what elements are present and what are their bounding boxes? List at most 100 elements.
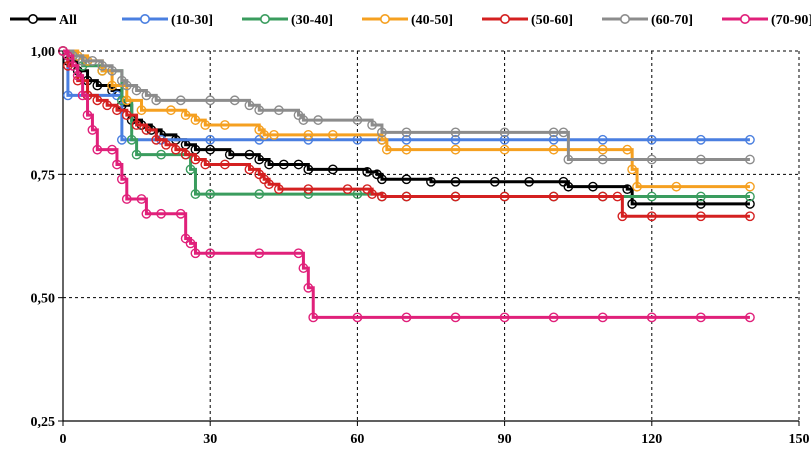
data-point	[156, 208, 167, 219]
data-point	[745, 312, 755, 323]
x-tick-label: 0	[60, 432, 67, 447]
data-point	[401, 312, 412, 323]
data-point	[87, 125, 98, 135]
data-point	[745, 154, 755, 165]
legend-item: (60-70]	[602, 13, 693, 28]
data-point	[377, 134, 387, 145]
data-point	[597, 191, 608, 202]
series-6	[58, 46, 755, 323]
data-point	[303, 282, 314, 293]
data-point	[67, 60, 78, 71]
data-point	[308, 312, 319, 323]
y-tick-label: 0,50	[31, 292, 56, 307]
data-point	[254, 154, 265, 165]
legend-swatch-marker	[140, 14, 151, 24]
data-point	[617, 211, 628, 222]
data-point	[548, 134, 559, 145]
data-point	[205, 134, 216, 145]
data-point	[244, 149, 255, 160]
x-tick-label: 150	[789, 432, 810, 447]
data-point	[131, 120, 142, 130]
data-point	[63, 90, 73, 101]
data-point	[588, 181, 598, 192]
data-point	[695, 191, 706, 202]
data-point	[220, 159, 230, 170]
series-line	[63, 49, 750, 162]
data-point	[548, 312, 559, 323]
data-point	[151, 95, 162, 106]
series-line	[63, 49, 750, 206]
data-point	[254, 189, 265, 199]
data-point	[548, 127, 559, 138]
data-point	[377, 191, 387, 202]
data-point	[450, 144, 461, 155]
data-point	[612, 191, 623, 202]
data-point	[254, 105, 265, 116]
data-point	[131, 85, 142, 96]
series-0	[58, 46, 755, 209]
data-point	[646, 191, 657, 202]
data-point	[352, 115, 363, 125]
data-point	[107, 65, 117, 76]
data-point	[401, 174, 412, 185]
data-point	[254, 134, 265, 145]
x-tick-label: 60	[350, 432, 364, 447]
data-point	[107, 144, 117, 155]
data-point	[136, 194, 147, 204]
series-line	[63, 49, 750, 189]
data-point	[745, 191, 755, 202]
data-point	[121, 194, 132, 204]
data-point	[499, 312, 510, 323]
data-point	[293, 110, 304, 121]
data-point	[597, 134, 608, 145]
data-point	[190, 115, 201, 125]
data-point	[254, 125, 265, 135]
data-point	[327, 164, 338, 175]
y-tick-label: 0,75	[31, 168, 56, 183]
data-point	[401, 191, 412, 202]
data-point	[273, 184, 284, 195]
data-point	[362, 184, 373, 195]
data-point	[254, 248, 265, 259]
data-point	[401, 134, 412, 145]
data-point	[131, 149, 142, 160]
legend-swatch-marker	[379, 14, 390, 24]
data-point	[141, 90, 152, 101]
data-point	[264, 179, 274, 190]
data-point	[259, 129, 270, 140]
data-point	[156, 149, 167, 160]
data-point	[563, 181, 574, 192]
data-point	[372, 169, 382, 180]
data-point	[87, 55, 98, 66]
data-point	[175, 208, 186, 219]
data-point	[622, 184, 633, 195]
data-point	[92, 95, 103, 106]
data-point	[97, 60, 108, 71]
data-point	[205, 144, 216, 155]
data-point	[229, 95, 240, 106]
data-point	[273, 105, 284, 116]
data-point	[224, 149, 235, 160]
data-point	[112, 105, 122, 116]
legend-item: (70-90]	[722, 13, 811, 28]
data-point	[450, 176, 461, 187]
data-point	[151, 134, 162, 145]
data-point	[401, 127, 412, 138]
data-point	[646, 211, 657, 222]
data-point	[548, 191, 559, 202]
data-point	[499, 144, 510, 155]
data-point	[180, 110, 191, 121]
data-point	[695, 211, 706, 222]
data-point	[597, 154, 608, 165]
legend-swatch-marker	[739, 14, 750, 24]
data-point	[116, 174, 127, 185]
series-line	[63, 49, 750, 218]
data-point	[190, 189, 201, 199]
data-point	[264, 159, 274, 170]
legend-swatch-marker	[619, 14, 630, 24]
data-point	[170, 144, 181, 155]
y-tick-label: 0,25	[31, 415, 56, 430]
axes	[62, 51, 799, 422]
data-point	[695, 154, 706, 165]
data-point	[450, 134, 461, 145]
